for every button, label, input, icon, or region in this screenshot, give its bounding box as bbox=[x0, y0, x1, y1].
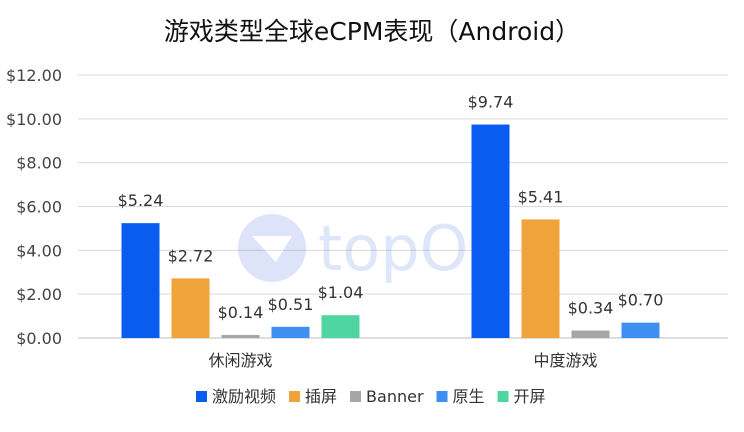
legend-swatch bbox=[497, 391, 509, 402]
category-label: 休闲游戏 bbox=[208, 351, 272, 370]
legend-swatch bbox=[350, 391, 362, 402]
legend-label: 插屏 bbox=[305, 387, 337, 406]
y-tick-label: $8.00 bbox=[16, 154, 62, 173]
bar-1-5 bbox=[321, 315, 360, 338]
data-labels: $5.24 $2.72 $0.14 $0.51$1.04 $9.74 $5.41 $0.34… bbox=[118, 93, 664, 322]
data-label: $0.34 bbox=[568, 299, 614, 318]
data-label: $9.74 bbox=[468, 93, 514, 112]
watermark: topOn bbox=[238, 212, 508, 285]
data-label: $0.14 bbox=[218, 303, 264, 322]
data-label: $5.24 bbox=[118, 191, 164, 210]
legend-label: 原生 bbox=[453, 387, 485, 406]
legend-swatch bbox=[436, 391, 448, 402]
legend-label: Banner bbox=[366, 387, 424, 406]
y-axis-ticks: $0.00 $2.00 $4.00 $6.00 $8.00 $10.00 $12.00 bbox=[6, 66, 62, 348]
y-tick-label: $10.00 bbox=[6, 110, 62, 129]
topon-logo-icon bbox=[238, 214, 306, 282]
chart-title: 游戏类型全球eCPM表现（Android） bbox=[164, 17, 580, 46]
legend-swatch bbox=[196, 391, 207, 402]
y-tick-label: $4.00 bbox=[16, 241, 62, 260]
data-label: $2.72 bbox=[168, 246, 214, 265]
legend-label: 开屏 bbox=[514, 387, 546, 406]
data-label: $1.04 bbox=[318, 283, 364, 302]
y-tick-label: $12.00 bbox=[6, 66, 62, 85]
bar-1-1 bbox=[121, 223, 160, 338]
legend-label: 激励视频 bbox=[212, 387, 276, 406]
bar-1-2 bbox=[171, 278, 210, 338]
y-tick-label: $0.00 bbox=[16, 329, 62, 348]
y-tick-label: $6.00 bbox=[16, 198, 62, 217]
y-tick-label: $2.00 bbox=[16, 285, 62, 304]
data-label: $0.51 bbox=[268, 295, 314, 314]
bar-2-2 bbox=[521, 219, 560, 338]
bar-2-4 bbox=[621, 322, 660, 338]
data-label: $0.70 bbox=[618, 291, 664, 310]
bars bbox=[121, 124, 660, 338]
bar-2-1 bbox=[471, 124, 510, 338]
bar-1-3 bbox=[221, 334, 260, 338]
bar-1-4 bbox=[271, 326, 310, 338]
legend: 激励视频 插屏 Banner 原生 开屏 bbox=[196, 387, 546, 406]
category-label: 中度游戏 bbox=[533, 351, 597, 370]
data-label: $5.41 bbox=[518, 187, 564, 206]
legend-swatch bbox=[289, 391, 301, 402]
x-axis-categories: 休闲游戏 中度游戏 bbox=[208, 351, 597, 370]
bar-2-3 bbox=[571, 330, 610, 338]
